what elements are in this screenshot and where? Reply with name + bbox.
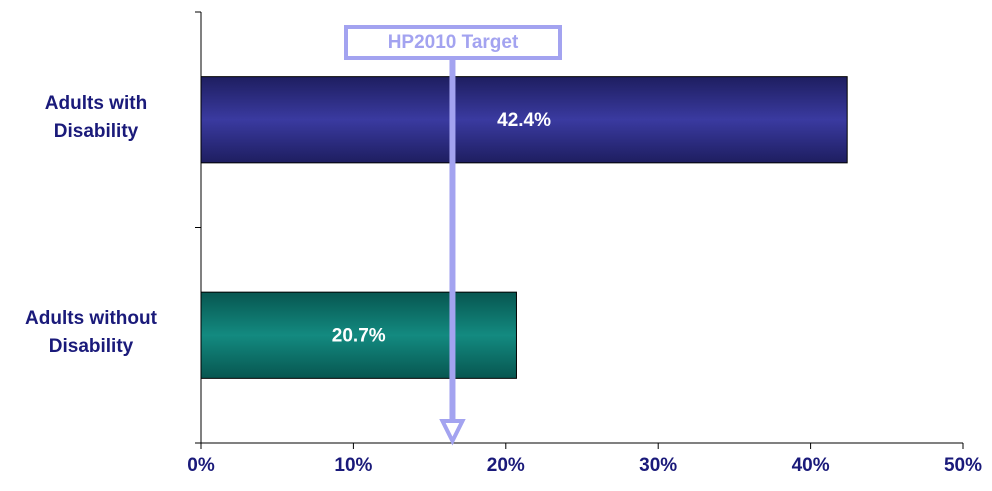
x-tick-label: 30% [639,455,677,476]
value-label: 20.7% [332,325,386,346]
bar [200,76,848,164]
bar [200,291,517,379]
value-label: 42.4% [497,110,551,131]
category-label: Adults with Disability [44,92,148,142]
x-tick-label: 10% [334,455,372,476]
x-tick-label: 50% [944,455,982,476]
target-arrowhead [439,419,466,446]
category-label: Adults without Disability [25,308,157,358]
x-tick-label: 0% [187,455,215,476]
x-tick-label: 40% [792,455,830,476]
target-box [344,25,562,60]
x-tick-label: 20% [487,455,525,476]
target-label: HP2010 Target [388,32,519,53]
